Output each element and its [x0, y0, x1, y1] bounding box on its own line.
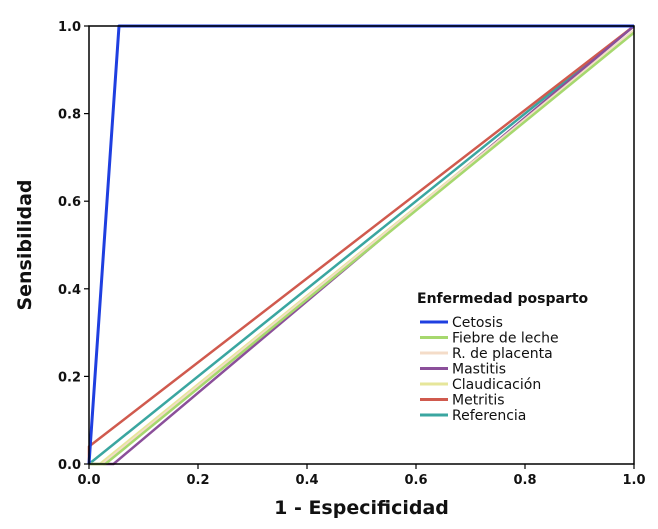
- y-tick-label: 0.0: [58, 458, 81, 473]
- x-tick-label: 0.4: [295, 473, 318, 488]
- y-axis: 0.0 0.2 0.4 0.6 0.8 1.0: [58, 20, 89, 473]
- x-tick-label: 0.0: [77, 473, 100, 488]
- legend-label: Claudicación: [452, 377, 541, 393]
- legend-label: Mastitis: [452, 362, 506, 378]
- legend-label: Cetosis: [452, 315, 503, 331]
- y-tick-label: 0.6: [58, 195, 81, 210]
- y-tick-label: 0.8: [58, 108, 81, 123]
- legend-label: R. de placenta: [452, 346, 553, 362]
- y-axis-label: Sensibilidad: [14, 179, 36, 310]
- x-tick-label: 1.0: [622, 473, 645, 488]
- plot-frame: [88, 25, 635, 465]
- legend-title: Enfermedad posparto: [417, 291, 589, 307]
- series-line-7: [88, 25, 635, 465]
- legend-label: Fiebre de leche: [452, 331, 559, 347]
- y-tick-label: 0.4: [58, 283, 81, 298]
- x-axis-label: 1 - Especificidad: [274, 497, 449, 519]
- y-tick-label: 0.2: [58, 370, 81, 385]
- x-axis: 0.0 0.2 0.4 0.6 0.8 1.0: [77, 464, 646, 488]
- y-tick-label: 1.0: [58, 20, 81, 35]
- legend-label: Referencia: [452, 408, 526, 424]
- x-tick-label: 0.2: [186, 473, 209, 488]
- x-tick-label: 0.6: [404, 473, 427, 488]
- legend-label: Metritis: [452, 393, 505, 409]
- x-tick-label: 0.8: [513, 473, 536, 488]
- series-layer: [87, 24, 635, 466]
